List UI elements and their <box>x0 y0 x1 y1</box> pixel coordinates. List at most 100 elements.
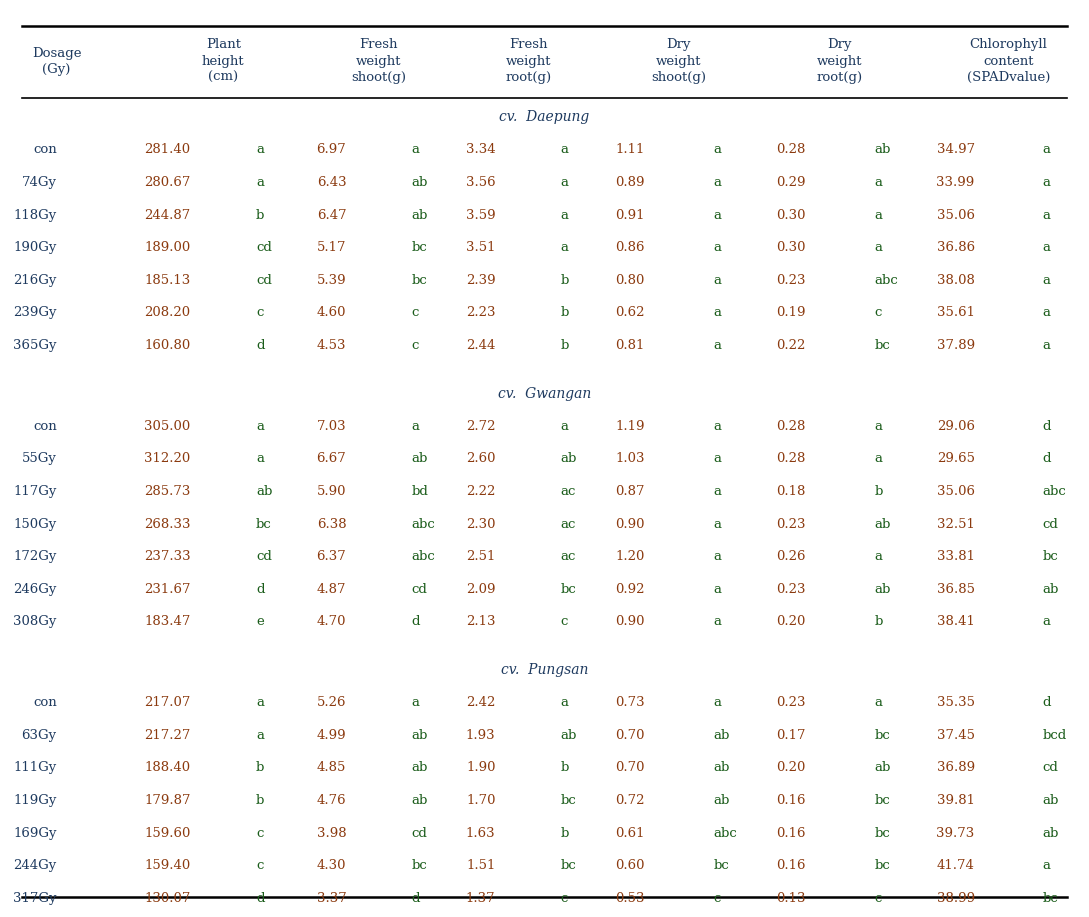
Text: ab: ab <box>713 761 730 775</box>
Text: 285.73: 285.73 <box>144 485 191 498</box>
Text: 183.47: 183.47 <box>144 615 191 628</box>
Text: 0.19: 0.19 <box>776 306 806 319</box>
Text: 37.45: 37.45 <box>937 729 975 742</box>
Text: cd: cd <box>256 241 272 254</box>
Text: 37.89: 37.89 <box>937 338 975 352</box>
Text: 2.30: 2.30 <box>466 517 495 531</box>
Text: 41.74: 41.74 <box>937 859 975 872</box>
Text: b: b <box>561 306 570 319</box>
Text: bc: bc <box>874 826 890 840</box>
Text: bc: bc <box>874 859 890 872</box>
Text: 0.28: 0.28 <box>776 452 806 466</box>
Text: a: a <box>874 176 882 189</box>
Text: 63Gy: 63Gy <box>22 729 57 742</box>
Text: ab: ab <box>713 729 730 742</box>
Text: 0.80: 0.80 <box>615 273 645 287</box>
Text: ac: ac <box>561 550 576 563</box>
Text: abc: abc <box>874 273 898 287</box>
Text: 5.90: 5.90 <box>317 485 346 498</box>
Text: a: a <box>1042 859 1050 872</box>
Text: 160.80: 160.80 <box>145 338 191 352</box>
Text: 280.67: 280.67 <box>144 176 191 189</box>
Text: 172Gy: 172Gy <box>13 550 57 563</box>
Text: 35.61: 35.61 <box>937 306 975 319</box>
Text: cv.  Daepung: cv. Daepung <box>500 110 589 125</box>
Text: bc: bc <box>1042 891 1057 905</box>
Text: bc: bc <box>561 582 576 596</box>
Text: b: b <box>561 273 570 287</box>
Text: b: b <box>561 826 570 840</box>
Text: ab: ab <box>874 582 891 596</box>
Text: a: a <box>713 208 721 222</box>
Text: b: b <box>561 338 570 352</box>
Text: 317Gy: 317Gy <box>13 891 57 905</box>
Text: 6.97: 6.97 <box>317 143 346 157</box>
Text: bc: bc <box>874 794 890 807</box>
Text: 111Gy: 111Gy <box>13 761 57 775</box>
Text: bc: bc <box>561 859 576 872</box>
Text: ab: ab <box>412 208 428 222</box>
Text: 3.37: 3.37 <box>317 891 346 905</box>
Text: a: a <box>412 420 419 433</box>
Text: 5.17: 5.17 <box>317 241 346 254</box>
Text: a: a <box>561 241 568 254</box>
Text: 36.89: 36.89 <box>937 761 975 775</box>
Text: ab: ab <box>412 794 428 807</box>
Text: 3.59: 3.59 <box>466 208 495 222</box>
Text: 1.93: 1.93 <box>466 729 495 742</box>
Text: a: a <box>256 420 264 433</box>
Text: bc: bc <box>713 859 729 872</box>
Text: 1.90: 1.90 <box>466 761 495 775</box>
Text: 189.00: 189.00 <box>145 241 191 254</box>
Text: 169Gy: 169Gy <box>13 826 57 840</box>
Text: 0.91: 0.91 <box>615 208 645 222</box>
Text: bc: bc <box>256 517 271 531</box>
Text: 0.92: 0.92 <box>615 582 645 596</box>
Text: 0.90: 0.90 <box>615 615 645 628</box>
Text: a: a <box>256 696 264 710</box>
Text: 117Gy: 117Gy <box>13 485 57 498</box>
Text: ab: ab <box>874 517 891 531</box>
Text: 0.16: 0.16 <box>776 826 806 840</box>
Text: 2.39: 2.39 <box>466 273 495 287</box>
Text: a: a <box>561 696 568 710</box>
Text: 4.85: 4.85 <box>317 761 346 775</box>
Text: ab: ab <box>874 761 891 775</box>
Text: 4.99: 4.99 <box>317 729 346 742</box>
Text: 2.44: 2.44 <box>466 338 495 352</box>
Text: d: d <box>412 891 420 905</box>
Text: a: a <box>561 176 568 189</box>
Text: a: a <box>1042 143 1050 157</box>
Text: 281.40: 281.40 <box>145 143 191 157</box>
Text: d: d <box>256 582 265 596</box>
Text: 38.99: 38.99 <box>937 891 975 905</box>
Text: 38.08: 38.08 <box>937 273 975 287</box>
Text: Plant
height
(cm): Plant height (cm) <box>201 39 245 84</box>
Text: a: a <box>1042 338 1050 352</box>
Text: d: d <box>1042 452 1051 466</box>
Text: b: b <box>874 485 883 498</box>
Text: 2.42: 2.42 <box>466 696 495 710</box>
Text: 0.30: 0.30 <box>776 208 806 222</box>
Text: 3.34: 3.34 <box>466 143 495 157</box>
Text: 1.03: 1.03 <box>615 452 645 466</box>
Text: 0.28: 0.28 <box>776 143 806 157</box>
Text: a: a <box>713 338 721 352</box>
Text: 188.40: 188.40 <box>145 761 191 775</box>
Text: b: b <box>561 761 570 775</box>
Text: a: a <box>561 208 568 222</box>
Text: ab: ab <box>1042 826 1059 840</box>
Text: cd: cd <box>1042 761 1059 775</box>
Text: 6.67: 6.67 <box>317 452 346 466</box>
Text: ab: ab <box>874 143 891 157</box>
Text: Chlorophyll
content
(SPADvalue): Chlorophyll content (SPADvalue) <box>967 39 1050 84</box>
Text: 6.37: 6.37 <box>317 550 346 563</box>
Text: 2.13: 2.13 <box>466 615 495 628</box>
Text: 159.40: 159.40 <box>145 859 191 872</box>
Text: cd: cd <box>1042 517 1059 531</box>
Text: bcd: bcd <box>1042 729 1066 742</box>
Text: 0.62: 0.62 <box>615 306 645 319</box>
Text: 1.11: 1.11 <box>615 143 645 157</box>
Text: d: d <box>1042 696 1051 710</box>
Text: a: a <box>561 420 568 433</box>
